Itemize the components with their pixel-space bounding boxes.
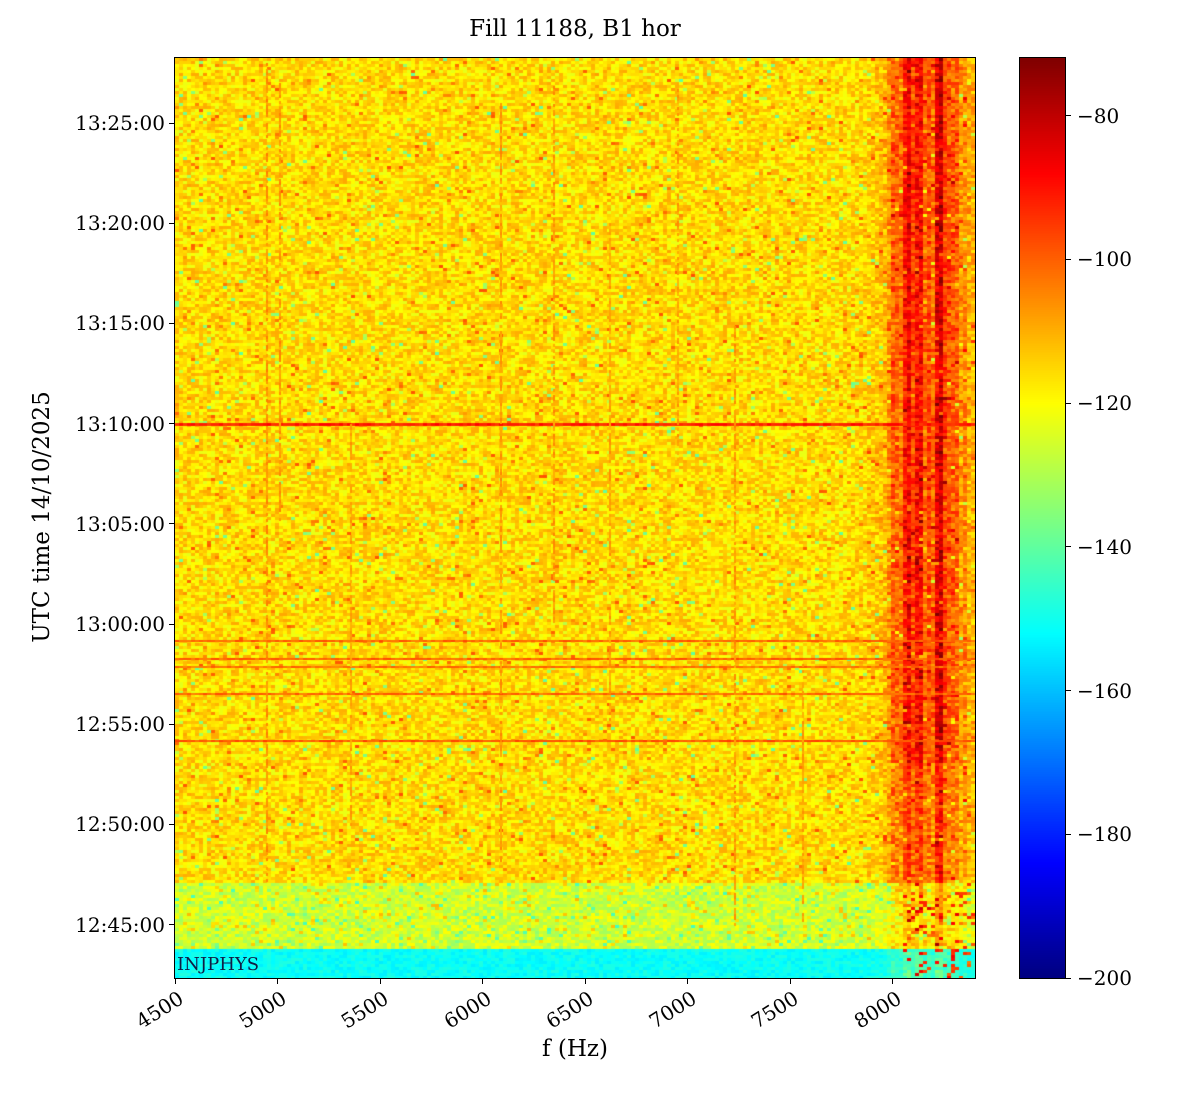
beam-mode-annotation: INJPHYS (177, 954, 260, 975)
y-tick-label: 12:45:00 (75, 912, 165, 937)
colorbar-tick-mark (1065, 402, 1071, 404)
x-tick-mark (174, 978, 176, 984)
y-tick-mark (169, 523, 175, 525)
x-tick-mark (687, 978, 689, 984)
y-tick-label: 12:50:00 (75, 812, 165, 837)
y-tick-mark (169, 322, 175, 324)
x-tick-mark (789, 978, 791, 984)
plot-area: INJPHYS (174, 57, 976, 979)
colorbar-tick-mark (1065, 258, 1071, 260)
colorbar-tick-mark (1065, 546, 1071, 548)
x-tick-label: 7500 (747, 986, 804, 1034)
y-tick-label: 13:10:00 (75, 411, 165, 436)
colorbar-tick-label: −160 (1077, 678, 1132, 703)
x-tick-label: 5500 (336, 986, 393, 1034)
y-tick-label: 13:05:00 (75, 511, 165, 536)
y-tick-mark (169, 823, 175, 825)
y-tick-label: 12:55:00 (75, 712, 165, 737)
x-tick-mark (584, 978, 586, 984)
colorbar-tick-label: −100 (1077, 247, 1132, 272)
y-tick-mark (169, 924, 175, 926)
colorbar-tick-label: −180 (1077, 822, 1132, 847)
x-tick-label: 6500 (542, 986, 598, 1034)
colorbar-canvas (1020, 58, 1065, 978)
colorbar-tick-label: −80 (1077, 103, 1120, 128)
y-tick-mark (169, 122, 175, 124)
y-tick-mark (169, 723, 175, 725)
y-tick-label: 13:15:00 (75, 311, 165, 336)
y-tick-mark (169, 423, 175, 425)
y-tick-label: 13:20:00 (75, 211, 165, 236)
colorbar-tick-mark (1065, 690, 1071, 691)
colorbar-tick-label: −140 (1077, 534, 1132, 559)
colorbar-tick-label: −120 (1077, 391, 1132, 415)
x-tick-label: 4500 (131, 986, 188, 1034)
colorbar-tick-mark (1065, 115, 1071, 116)
x-tick-mark (482, 978, 484, 984)
colorbar-tick-label: −200 (1077, 966, 1132, 990)
y-tick-label: 13:00:00 (75, 612, 165, 637)
x-tick-label: 6000 (439, 986, 496, 1034)
y-tick-mark (169, 222, 175, 224)
colorbar-tick-mark (1065, 977, 1071, 979)
x-tick-label: 7000 (644, 986, 701, 1034)
y-axis-label: UTC time 14/10/2025 (29, 391, 55, 643)
x-tick-label: 8000 (849, 986, 906, 1034)
chart-title: Fill 11188, B1 hor (469, 16, 681, 42)
x-tick-label: 5000 (234, 986, 291, 1034)
x-axis-label: f (Hz) (542, 1036, 608, 1062)
y-tick-mark (169, 623, 175, 625)
colorbar-tick-mark (1065, 833, 1071, 835)
x-tick-mark (277, 978, 279, 984)
spectrogram-canvas (175, 58, 975, 978)
y-tick-label: 13:25:00 (75, 111, 165, 136)
colorbar (1019, 57, 1066, 979)
x-tick-mark (379, 978, 381, 984)
x-tick-mark (892, 978, 894, 984)
